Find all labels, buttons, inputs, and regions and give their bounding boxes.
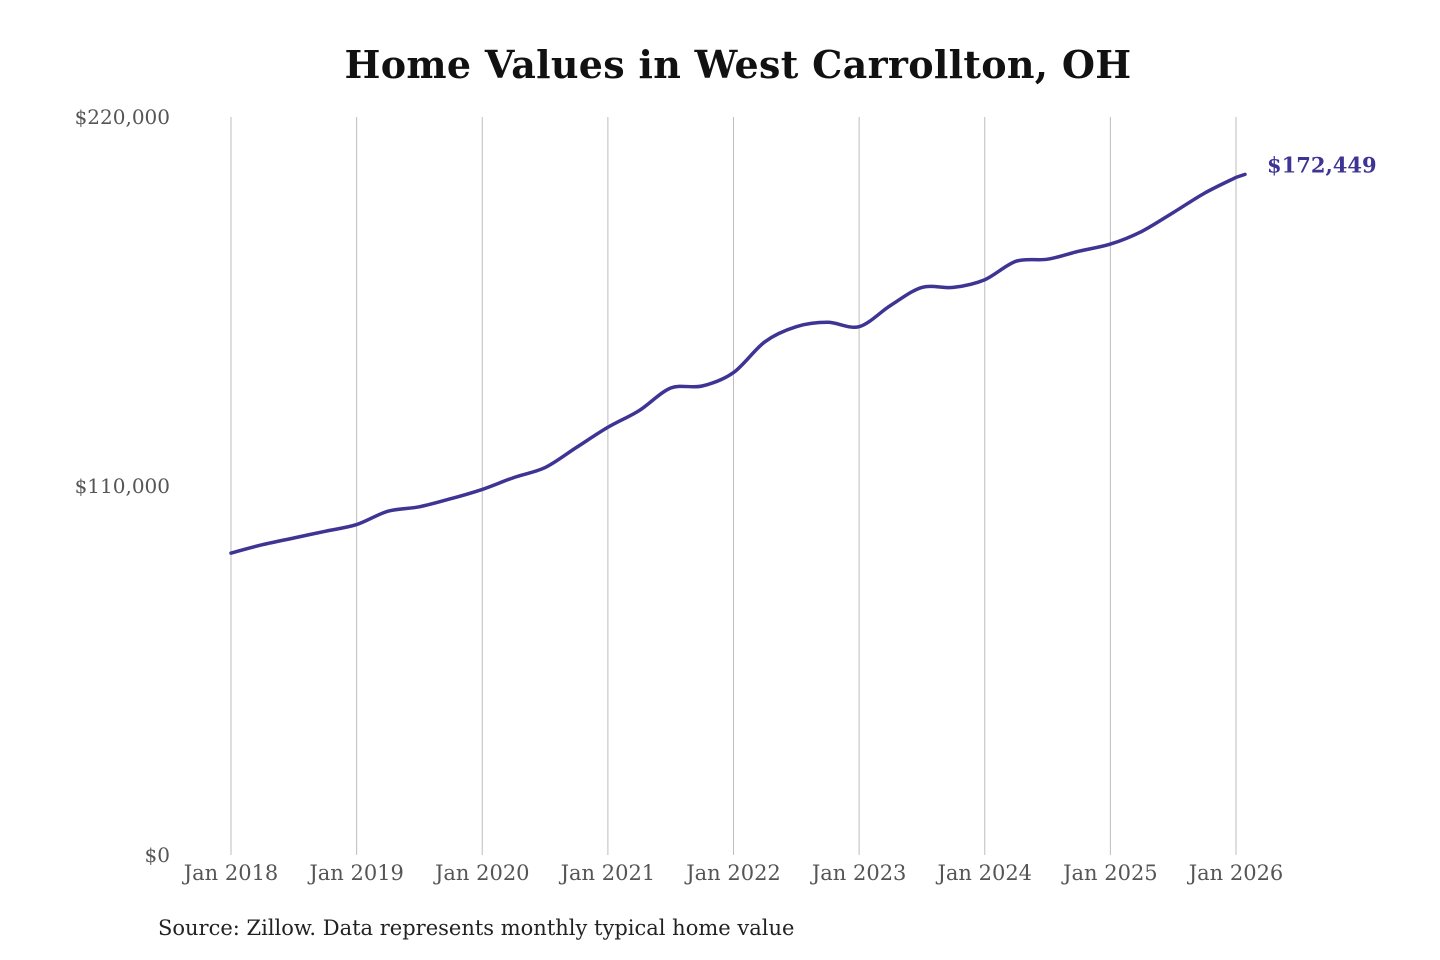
end-value-label: $172,449: [1267, 152, 1377, 177]
x-tick-label: Jan 2025: [1061, 861, 1158, 885]
x-tick-label: Jan 2018: [182, 861, 279, 885]
y-tick-label: $0: [145, 843, 170, 867]
x-tick-label: Jan 2020: [433, 861, 530, 885]
source-note: Source: Zillow. Data represents monthly …: [158, 916, 795, 940]
y-tick-label: $220,000: [75, 105, 170, 129]
x-axis-ticks: Jan 2018 Jan 2019 Jan 2020 Jan 2021 Jan 2022…: [182, 861, 1284, 885]
gridlines: [230, 117, 1237, 855]
x-tick-label: Jan 2019: [307, 861, 404, 885]
x-tick-label: Jan 2026: [1187, 861, 1284, 885]
x-tick-label: Jan 2021: [559, 861, 656, 885]
series-layer: $172,449: [229, 152, 1377, 555]
y-axis-ticks: $0 $110,000 $220,000: [75, 105, 170, 867]
x-tick-label: Jan 2024: [935, 861, 1032, 885]
x-tick-label: Jan 2022: [684, 861, 781, 885]
x-tick-label: Jan 2023: [810, 861, 907, 885]
series-line-home-value: [229, 172, 1247, 555]
y-tick-label: $110,000: [75, 474, 170, 498]
chart-title: Home Values in West Carrollton, OH: [344, 42, 1132, 87]
